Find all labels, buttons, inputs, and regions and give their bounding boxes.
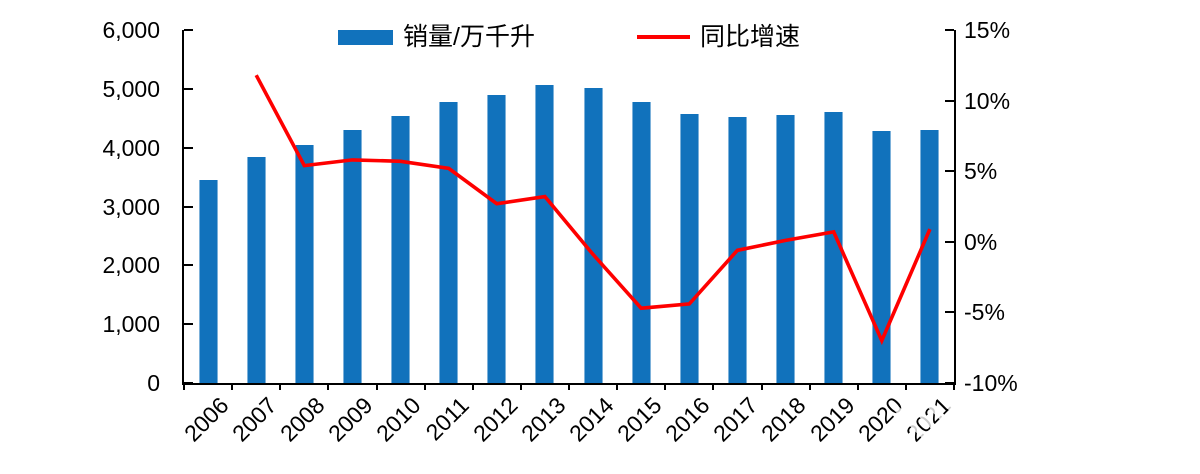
x-axis-tick-label: 2006 [178, 392, 234, 447]
x-axis-tick [760, 385, 763, 390]
left-axis-tick [184, 29, 193, 31]
left-axis-tick-label: 2,000 [102, 252, 160, 279]
right-axis-tick [945, 99, 954, 102]
right-axis-tick [945, 382, 954, 384]
bar-2008 [294, 144, 314, 383]
left-axis-tick-label: 6,000 [102, 17, 160, 43]
bar-2009 [342, 130, 362, 383]
x-axis-tick [904, 385, 907, 390]
bar-2010 [391, 115, 411, 383]
x-axis-tick [471, 385, 474, 390]
right-axis-tick-label: 0% [964, 228, 998, 255]
right-axis-tick-label: 15% [964, 17, 1011, 43]
x-axis-tick [616, 385, 619, 390]
bar-2006 [198, 180, 218, 383]
legend-item-growth: 同比增速 [637, 22, 800, 52]
left-axis-tick-label: 5,000 [102, 75, 160, 102]
right-axis-tick-label: -10% [964, 370, 1018, 396]
x-axis-tick [375, 385, 378, 390]
legend: 销量/万千升 同比增速 [0, 0, 1200, 60]
x-axis-tick [519, 385, 522, 390]
x-axis-tick [327, 385, 330, 390]
x-axis-tick-label: 2010 [371, 392, 426, 447]
left-axis-tick-label: 4,000 [102, 134, 160, 161]
right-axis-tick-label: -5% [964, 299, 1005, 326]
x-axis-tick-label: 2009 [323, 392, 378, 447]
growth-line-path [254, 74, 932, 346]
legend-item-sales: 销量/万千升 [338, 22, 535, 52]
bar-2018 [776, 114, 796, 383]
right-axis-tick [945, 240, 954, 243]
x-axis-tick-label: 2018 [756, 392, 811, 447]
right-axis-tick-label: 5% [964, 158, 998, 185]
x-axis-tick-label: 2021 [900, 392, 956, 447]
bar-2019 [824, 112, 844, 383]
line-series-swatch-icon [637, 35, 690, 39]
bar-2021 [920, 130, 940, 383]
x-axis-tick-label: 2008 [275, 392, 330, 447]
x-axis-tick [183, 385, 185, 390]
bar-2007 [246, 156, 266, 383]
x-axis-tick-label: 2015 [612, 392, 667, 447]
right-axis-tick [945, 29, 954, 31]
x-axis-tick-label: 2013 [515, 392, 571, 447]
x-axis-tick-label: 2012 [467, 392, 523, 447]
x-axis-tick-label: 2016 [660, 392, 715, 447]
bar-2012 [487, 94, 507, 383]
bar-2014 [583, 88, 603, 383]
right-axis-tick-label: 10% [964, 87, 1011, 114]
bar-series-swatch-icon [338, 29, 393, 45]
x-axis-tick [664, 385, 667, 390]
left-axis-tick-label: 1,000 [102, 311, 160, 338]
x-axis-tick-label: 2011 [420, 392, 475, 446]
x-axis-tick-label: 2019 [804, 392, 860, 447]
left-axis-tick-label: 3,000 [102, 193, 160, 220]
left-axis-tick [184, 87, 193, 90]
bar-2015 [631, 101, 651, 383]
left-axis-tick [184, 323, 193, 326]
x-axis-tick [231, 385, 234, 390]
bar-2016 [679, 114, 699, 383]
x-axis-tick-label: 2014 [563, 392, 619, 447]
x-axis-tick [423, 385, 426, 390]
right-axis-tick [945, 170, 954, 173]
x-axis-tick [953, 385, 955, 390]
left-axis-tick [184, 382, 193, 384]
left-axis-tick [184, 205, 193, 208]
legend-label-growth: 同比增速 [700, 23, 801, 51]
left-axis-tick [184, 146, 193, 149]
left-axis-tick [184, 264, 193, 267]
x-axis-tick-label: 2020 [852, 392, 908, 447]
bar-2020 [872, 130, 892, 383]
growth-line-series [254, 74, 932, 346]
x-axis-tick-label: 2017 [708, 392, 763, 447]
x-axis-tick [808, 385, 811, 390]
right-axis-tick [945, 311, 954, 314]
x-axis-tick [712, 385, 715, 390]
plot-area [182, 29, 956, 390]
x-axis-tick [279, 385, 282, 390]
x-axis-tick [856, 385, 859, 390]
left-axis-tick-label: 0 [147, 370, 160, 396]
x-axis-tick-label: 2007 [227, 392, 282, 447]
legend-label-sales: 销量/万千升 [403, 23, 535, 51]
bar-2013 [535, 84, 555, 383]
x-axis-tick [568, 385, 570, 390]
